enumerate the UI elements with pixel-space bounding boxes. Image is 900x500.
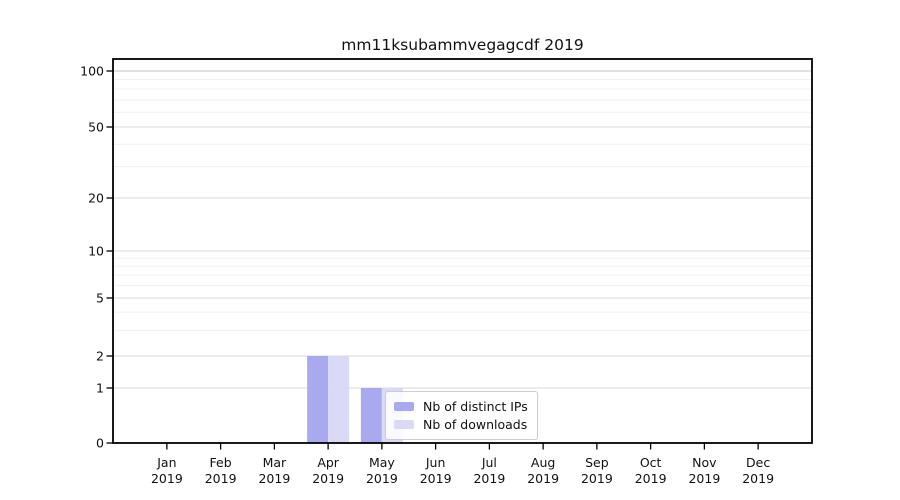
- x-tick-label-month: Dec: [746, 455, 770, 470]
- x-tick-label-month: Sep: [585, 455, 609, 470]
- y-tick-label: 100: [80, 63, 104, 78]
- x-tick-label-month: Jun: [425, 455, 446, 470]
- x-tick-label-month: Jul: [481, 455, 497, 470]
- x-tick-label-month: Oct: [640, 455, 662, 470]
- y-tick-label: 5: [96, 290, 104, 305]
- x-tick-label-month: Jan: [156, 455, 176, 470]
- x-tick-label-year: 2019: [473, 471, 505, 486]
- bar-distinct-ips: [307, 356, 329, 443]
- x-tick-label-year: 2019: [688, 471, 720, 486]
- y-tick-label: 10: [88, 243, 104, 258]
- x-tick-label-year: 2019: [581, 471, 613, 486]
- x-tick-label-year: 2019: [312, 471, 344, 486]
- x-tick-label-year: 2019: [366, 471, 398, 486]
- x-tick-label-year: 2019: [635, 471, 667, 486]
- x-tick-label-year: 2019: [151, 471, 183, 486]
- x-tick-label-month: Aug: [531, 455, 555, 470]
- legend-swatch-downloads: [394, 419, 414, 429]
- y-tick-label: 1: [96, 380, 104, 395]
- x-tick-label-year: 2019: [205, 471, 237, 486]
- y-tick-label: 50: [88, 119, 104, 134]
- legend-label-distinct-ips: Nb of distinct IPs: [423, 398, 528, 414]
- x-tick-label-year: 2019: [742, 471, 774, 486]
- y-tick-label: 20: [88, 190, 104, 205]
- x-tick-label-month: Mar: [263, 455, 287, 470]
- legend-item-downloads: Nb of downloads: [394, 415, 528, 433]
- legend-item-distinct-ips: Nb of distinct IPs: [394, 397, 528, 415]
- legend: Nb of distinct IPs Nb of downloads: [385, 391, 538, 440]
- chart-title: mm11ksubammvegagcdf 2019: [341, 36, 584, 54]
- x-tick-label-year: 2019: [527, 471, 559, 486]
- bar-downloads: [328, 356, 350, 443]
- x-tick-label-month: Feb: [210, 455, 232, 470]
- x-tick-label-month: May: [369, 455, 395, 470]
- legend-label-downloads: Nb of downloads: [423, 416, 528, 432]
- x-tick-label-year: 2019: [420, 471, 452, 486]
- bar-distinct-ips: [360, 388, 382, 443]
- y-tick-label: 0: [96, 435, 104, 450]
- x-tick-label-month: Apr: [317, 455, 339, 470]
- x-tick-label-month: Nov: [692, 455, 717, 470]
- y-tick-label: 2: [96, 348, 104, 363]
- x-tick-label-year: 2019: [258, 471, 290, 486]
- legend-swatch-distinct-ips: [394, 401, 414, 411]
